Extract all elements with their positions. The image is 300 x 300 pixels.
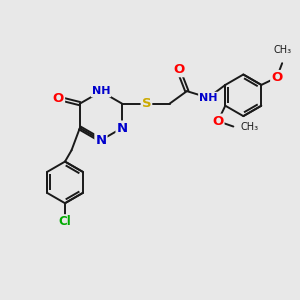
Text: N: N	[116, 122, 128, 134]
Text: S: S	[142, 97, 151, 110]
Text: Cl: Cl	[58, 215, 71, 228]
Text: O: O	[173, 63, 184, 76]
Text: CH₃: CH₃	[241, 122, 259, 131]
Text: O: O	[53, 92, 64, 105]
Text: NH: NH	[92, 86, 110, 96]
Text: NH: NH	[199, 93, 218, 103]
Text: O: O	[271, 71, 282, 84]
Text: CH₃: CH₃	[273, 45, 291, 55]
Text: O: O	[212, 115, 224, 128]
Text: N: N	[95, 134, 106, 147]
